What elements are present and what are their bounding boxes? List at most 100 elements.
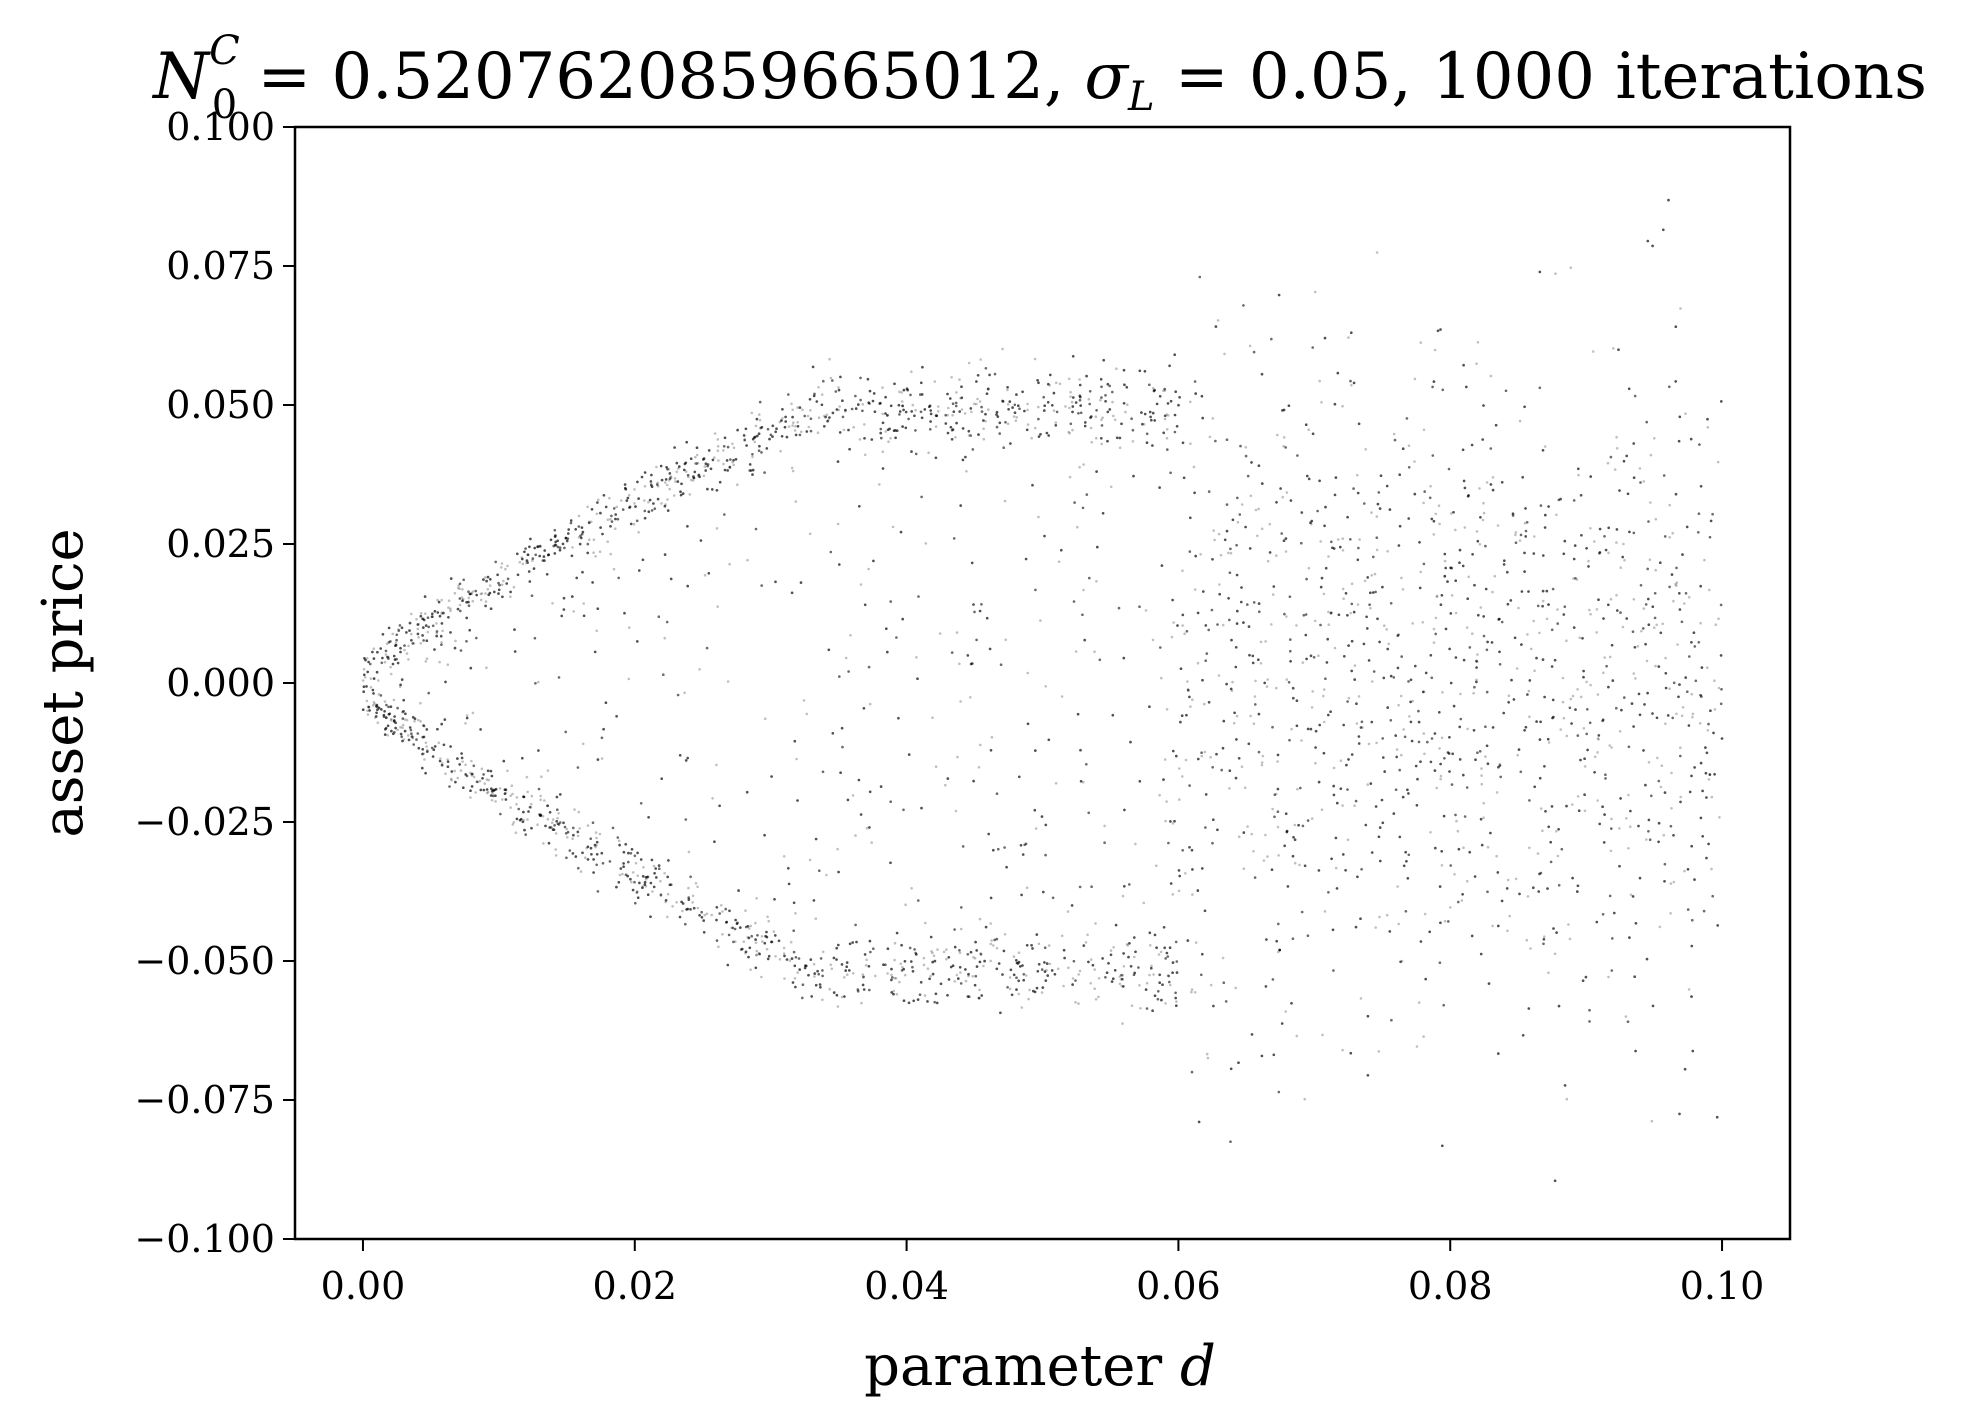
scatter-point xyxy=(1094,415,1098,419)
scatter-point xyxy=(1441,691,1444,694)
scatter-point xyxy=(598,832,602,836)
scatter-point xyxy=(821,950,825,954)
scatter-point xyxy=(1359,997,1363,1000)
scatter-point xyxy=(1100,418,1103,422)
scatter-point xyxy=(951,414,954,417)
scatter-point xyxy=(958,662,961,666)
scatter-point xyxy=(599,526,602,529)
scatter-point xyxy=(486,790,490,794)
scatter-point xyxy=(1284,1010,1287,1013)
scatter-point xyxy=(609,552,612,556)
scatter-point xyxy=(732,463,735,467)
scatter-point xyxy=(1030,436,1033,440)
scatter-point xyxy=(1213,538,1216,542)
scatter-point xyxy=(757,951,761,955)
scatter-point xyxy=(1595,631,1598,634)
scatter-point xyxy=(1121,977,1124,981)
scatter-point xyxy=(693,462,697,465)
scatter-point xyxy=(1118,436,1122,440)
scatter-point xyxy=(546,769,550,772)
scatter-point xyxy=(628,626,631,629)
scatter-point xyxy=(1268,522,1272,526)
scatter-point xyxy=(1105,971,1109,974)
scatter-point xyxy=(754,941,758,944)
scatter-point xyxy=(765,947,769,951)
scatter-point xyxy=(1228,787,1231,790)
scatter-point xyxy=(870,841,873,844)
scatter-point xyxy=(1078,394,1082,398)
scatter-point xyxy=(1480,782,1484,786)
scatter-point xyxy=(1175,1000,1178,1003)
scatter-point xyxy=(754,938,757,941)
scatter-point xyxy=(1528,846,1531,850)
scatter-point xyxy=(1473,875,1477,878)
scatter-point xyxy=(951,428,955,431)
scatter-point xyxy=(1221,623,1225,627)
scatter-point xyxy=(1541,829,1544,832)
scatter-point xyxy=(843,976,846,979)
scatter-point xyxy=(1342,853,1345,856)
scatter-point xyxy=(973,957,977,960)
scatter-point xyxy=(513,628,516,631)
scatter-point xyxy=(1109,485,1113,489)
scatter-point xyxy=(865,826,869,830)
scatter-point xyxy=(440,612,443,615)
scatter-point xyxy=(1411,622,1414,625)
scatter-point xyxy=(1376,502,1380,506)
scatter-point xyxy=(1627,847,1630,850)
scatter-point xyxy=(1014,419,1018,423)
scatter-point xyxy=(422,618,426,622)
scatter-point xyxy=(1526,633,1529,636)
scatter-point xyxy=(848,942,852,946)
scatter-point xyxy=(822,414,826,418)
scatter-point xyxy=(566,836,569,839)
scatter-point xyxy=(825,413,829,417)
scatter-point xyxy=(426,630,430,634)
scatter-point xyxy=(1232,721,1236,725)
scatter-point xyxy=(960,408,964,411)
scatter-point xyxy=(480,592,484,595)
scatter-point xyxy=(763,717,767,720)
scatter-point xyxy=(1261,754,1265,758)
scatter-point xyxy=(594,845,597,849)
scatter-point xyxy=(487,593,491,597)
scatter-point xyxy=(1371,680,1374,683)
scatter-point xyxy=(1506,602,1510,606)
scatter-point xyxy=(1157,953,1161,956)
scatter-point xyxy=(585,846,588,850)
scatter-point xyxy=(1148,973,1151,977)
scatter-point xyxy=(1096,545,1099,549)
scatter-point xyxy=(565,539,569,543)
scatter-point xyxy=(506,564,509,568)
scatter-point xyxy=(619,867,623,870)
scatter-point xyxy=(949,965,953,969)
scatter-point xyxy=(1151,411,1155,415)
scatter-point xyxy=(1095,436,1098,440)
scatter-point xyxy=(1657,821,1661,825)
scatter-point xyxy=(1532,552,1536,555)
scatter-point xyxy=(440,598,444,602)
scatter-point xyxy=(1223,538,1227,542)
scatter-point xyxy=(696,906,700,910)
scatter-point xyxy=(1675,712,1678,716)
scatter-point xyxy=(1314,746,1317,749)
scatter-point xyxy=(1475,660,1479,663)
scatter-point xyxy=(450,770,454,773)
scatter-point xyxy=(417,746,421,750)
scatter-point xyxy=(1119,977,1123,981)
scatter-point xyxy=(982,427,985,431)
scatter-point xyxy=(385,642,389,645)
scatter-point xyxy=(1447,752,1451,755)
scatter-point xyxy=(796,425,800,428)
scatter-point xyxy=(859,583,863,586)
scatter-point xyxy=(1319,540,1322,543)
scatter-point xyxy=(1037,942,1041,946)
scatter-point xyxy=(393,658,397,661)
scatter-point xyxy=(1001,347,1004,351)
scatter-point xyxy=(1322,688,1326,691)
scatter-point xyxy=(840,726,844,730)
scatter-point xyxy=(542,555,546,558)
scatter-point xyxy=(1472,729,1476,732)
scatter-point xyxy=(1703,558,1706,562)
scatter-point xyxy=(1607,551,1610,555)
